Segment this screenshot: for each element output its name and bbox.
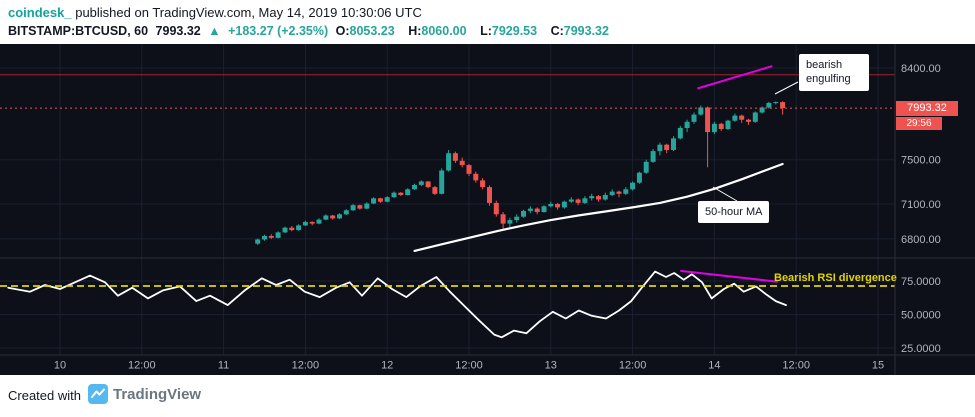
last-price-text: 7993.32	[155, 24, 201, 38]
rsi-divergence-label[interactable]: Bearish RSI divergence	[774, 272, 897, 284]
time-axis-label: 12:00	[292, 360, 320, 372]
rsi-axis-label: 50.0000	[901, 310, 941, 322]
tradingview-brand-text: TradingView	[113, 385, 202, 403]
close-value: C:7993.32	[550, 24, 609, 38]
open-value: O:8053.23	[335, 24, 395, 38]
price-axis-label: 7500.00	[901, 155, 941, 167]
bar-countdown-badge: 29:56	[896, 117, 942, 130]
time-axis-label: 12:00	[619, 360, 647, 372]
time-axis-label: 14	[708, 360, 720, 372]
footer: Created with TradingView	[0, 375, 975, 417]
symbol-title[interactable]: BITSTAMP:BTCUSD, 60	[8, 24, 149, 38]
time-axis-label: 15	[872, 360, 884, 372]
pane-borders	[0, 44, 975, 375]
tradingview-logo[interactable]: TradingView	[88, 384, 201, 404]
candlestick-series	[255, 101, 786, 245]
rsi-divergence-trendline[interactable]	[680, 269, 778, 283]
callout-pointers	[712, 81, 799, 202]
time-axis-label: 12:00	[455, 360, 483, 372]
change-arrow-icon: ▲	[208, 24, 221, 38]
tradingview-logo-icon	[88, 384, 108, 404]
price-axis-label: 8400.00	[901, 63, 941, 75]
published-text: published on TradingView.com, May 14, 20…	[75, 5, 422, 20]
ma-label[interactable]: 50-hour MA	[698, 201, 770, 224]
created-with-text: Created with	[8, 388, 81, 403]
bearish-engulfing-label[interactable]: bearish engulfing	[799, 54, 869, 91]
ma-line[interactable]	[413, 162, 784, 252]
rsi-line[interactable]	[7, 270, 787, 339]
chart-canvas[interactable]: 8400.00 7500.00 7100.00 6800.00 75.0000 50.00…	[0, 44, 975, 375]
time-axis-label: 11	[218, 360, 229, 372]
chart-area[interactable]: 8400.00 7500.00 7100.00 6800.00 75.0000 50.00…	[0, 44, 975, 375]
time-axis-label: 13	[545, 360, 557, 372]
time-axis-label: 10	[54, 360, 66, 372]
rsi-axis-label: 25.0000	[901, 343, 941, 355]
header: coindesk_ published on TradingView.com, …	[0, 0, 975, 44]
current-price-badge: 7993.32	[896, 101, 958, 116]
price-axis-label: 6800.00	[901, 234, 941, 246]
symbol-line: BITSTAMP:BTCUSD, 60 7993.32 ▲ +183.27 (+…	[8, 24, 619, 38]
time-axis-label: 12:00	[128, 360, 156, 372]
rsi-axis-label: 75.0000	[901, 276, 941, 288]
axis-labels: 8400.00 7500.00 7100.00 6800.00 75.0000 50.00…	[54, 63, 941, 372]
low-value: L:7929.53	[480, 24, 538, 38]
high-value: H:8060.00	[408, 24, 467, 38]
time-axis-label: 12	[381, 360, 393, 372]
publisher-name[interactable]: coindesk_	[8, 5, 72, 20]
price-axis-label: 7100.00	[901, 199, 941, 211]
bearish-engulfing-trendline[interactable]	[697, 65, 773, 90]
time-axis-label: 12:00	[782, 360, 810, 372]
chart-background	[0, 44, 975, 375]
publish-line: coindesk_ published on TradingView.com, …	[8, 5, 422, 20]
price-change: +183.27 (+2.35%)	[228, 24, 329, 38]
